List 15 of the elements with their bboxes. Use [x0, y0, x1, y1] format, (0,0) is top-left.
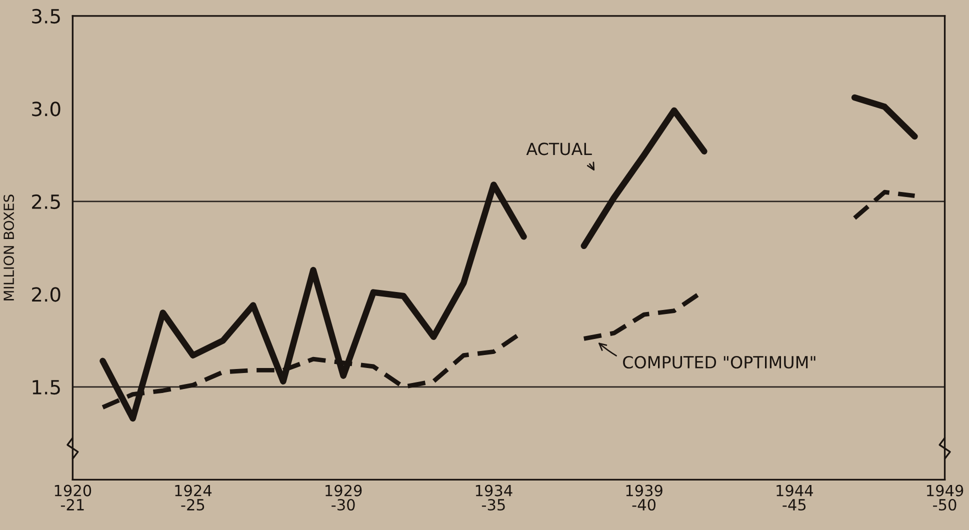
x-tick-label: 1929 -30: [326, 484, 362, 511]
annotation: ACTUAL: [526, 142, 592, 156]
x-tick-label: 1944 -45: [776, 484, 813, 511]
y-tick-label: 1.5: [32, 380, 60, 395]
y-axis-title: MILLION BOXES: [4, 194, 14, 300]
y-tick-label: 2.0: [32, 287, 60, 302]
x-tick-label: 1949 -50: [927, 484, 964, 511]
x-tick-label: 1934 -35: [476, 484, 512, 511]
y-tick-label: 3.0: [32, 102, 60, 116]
y-tick-label: 2.5: [32, 194, 60, 210]
x-tick-label: 1924 -25: [175, 484, 212, 511]
x-tick-label: 1939 -40: [626, 484, 662, 511]
x-tick-label: 1920 -21: [54, 484, 92, 510]
annotation: COMPUTED "OPTIMUM": [623, 356, 816, 369]
y-tick-label: 3.5: [32, 8, 60, 24]
